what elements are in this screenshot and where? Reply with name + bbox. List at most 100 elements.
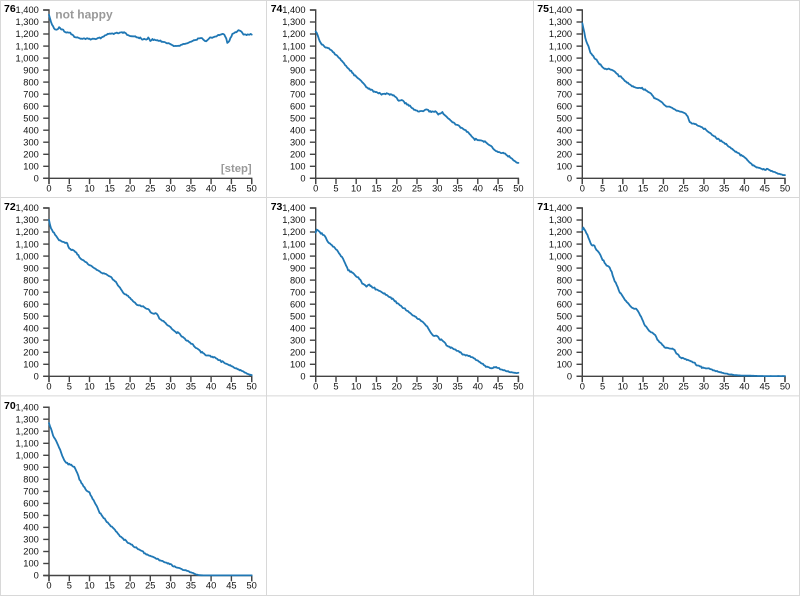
svg-text:40: 40 [473,382,483,392]
svg-text:300: 300 [23,335,39,345]
svg-text:10: 10 [351,382,361,392]
svg-text:0: 0 [313,184,318,194]
svg-text:500: 500 [23,311,39,321]
svg-text:74: 74 [271,3,283,15]
svg-text:1,400: 1,400 [282,5,305,15]
svg-text:500: 500 [290,113,306,123]
svg-text:1,000: 1,000 [282,53,305,63]
svg-text:600: 600 [23,499,39,509]
svg-text:300: 300 [290,335,306,345]
svg-text:25: 25 [678,382,688,392]
svg-text:30: 30 [165,184,175,194]
svg-text:25: 25 [145,581,155,591]
svg-text:1,400: 1,400 [16,5,39,15]
svg-text:100: 100 [557,162,573,172]
svg-text:40: 40 [206,581,216,591]
svg-text:10: 10 [351,184,361,194]
svg-text:1,000: 1,000 [16,53,39,63]
svg-text:300: 300 [23,137,39,147]
svg-text:100: 100 [23,162,39,172]
svg-text:45: 45 [226,382,236,392]
svg-text:400: 400 [23,323,39,333]
svg-text:5: 5 [600,382,605,392]
svg-text:70: 70 [4,400,16,412]
svg-text:[step]: [step] [221,163,252,175]
svg-text:30: 30 [432,382,442,392]
svg-text:900: 900 [557,263,573,273]
svg-text:73: 73 [271,201,283,213]
svg-text:600: 600 [557,299,573,309]
svg-text:25: 25 [412,184,422,194]
svg-text:900: 900 [23,463,39,473]
svg-text:5: 5 [600,184,605,194]
svg-text:400: 400 [23,125,39,135]
svg-text:800: 800 [557,275,573,285]
svg-text:0: 0 [34,174,39,184]
svg-text:20: 20 [125,581,135,591]
svg-text:1,200: 1,200 [16,227,39,237]
svg-text:45: 45 [226,581,236,591]
svg-text:20: 20 [125,184,135,194]
svg-text:45: 45 [493,184,503,194]
svg-text:15: 15 [371,382,381,392]
svg-text:20: 20 [392,184,402,194]
svg-text:20: 20 [125,382,135,392]
svg-text:1,400: 1,400 [16,203,39,213]
svg-text:600: 600 [290,101,306,111]
svg-text:5: 5 [67,581,72,591]
svg-text:700: 700 [23,487,39,497]
svg-text:35: 35 [452,184,462,194]
svg-text:700: 700 [557,287,573,297]
svg-text:15: 15 [105,581,115,591]
svg-text:1,200: 1,200 [16,29,39,39]
svg-text:45: 45 [493,382,503,392]
svg-text:200: 200 [23,547,39,557]
svg-text:50: 50 [780,382,790,392]
svg-text:40: 40 [739,184,749,194]
svg-text:900: 900 [290,263,306,273]
svg-text:400: 400 [557,323,573,333]
svg-text:50: 50 [247,382,257,392]
svg-text:800: 800 [23,77,39,87]
svg-text:not happy: not happy [55,8,113,22]
svg-text:400: 400 [290,323,306,333]
svg-text:71: 71 [537,201,549,213]
svg-text:200: 200 [557,150,573,160]
svg-text:76: 76 [4,3,16,15]
svg-text:500: 500 [23,113,39,123]
svg-text:1,000: 1,000 [549,53,572,63]
svg-text:40: 40 [473,184,483,194]
svg-text:35: 35 [719,184,729,194]
svg-text:35: 35 [186,581,196,591]
svg-text:15: 15 [105,184,115,194]
svg-text:900: 900 [557,65,573,75]
svg-text:50: 50 [513,184,523,194]
svg-text:5: 5 [333,382,338,392]
svg-text:1,200: 1,200 [16,426,39,436]
svg-text:700: 700 [290,287,306,297]
svg-text:20: 20 [658,184,668,194]
svg-text:600: 600 [290,299,306,309]
svg-text:1,000: 1,000 [16,451,39,461]
svg-text:40: 40 [739,382,749,392]
svg-text:200: 200 [290,348,306,358]
svg-text:35: 35 [719,382,729,392]
svg-text:200: 200 [23,150,39,160]
svg-text:500: 500 [557,113,573,123]
svg-text:1,200: 1,200 [282,227,305,237]
svg-text:35: 35 [186,184,196,194]
svg-text:1,200: 1,200 [549,29,572,39]
svg-text:15: 15 [105,382,115,392]
svg-text:600: 600 [23,101,39,111]
svg-text:1,400: 1,400 [282,203,305,213]
svg-text:30: 30 [699,184,709,194]
svg-text:800: 800 [23,275,39,285]
svg-text:1,300: 1,300 [282,215,305,225]
svg-text:20: 20 [658,382,668,392]
svg-text:200: 200 [23,348,39,358]
svg-text:1,400: 1,400 [549,203,572,213]
svg-text:0: 0 [46,581,51,591]
svg-text:25: 25 [145,184,155,194]
svg-text:35: 35 [186,382,196,392]
svg-text:50: 50 [247,581,257,591]
